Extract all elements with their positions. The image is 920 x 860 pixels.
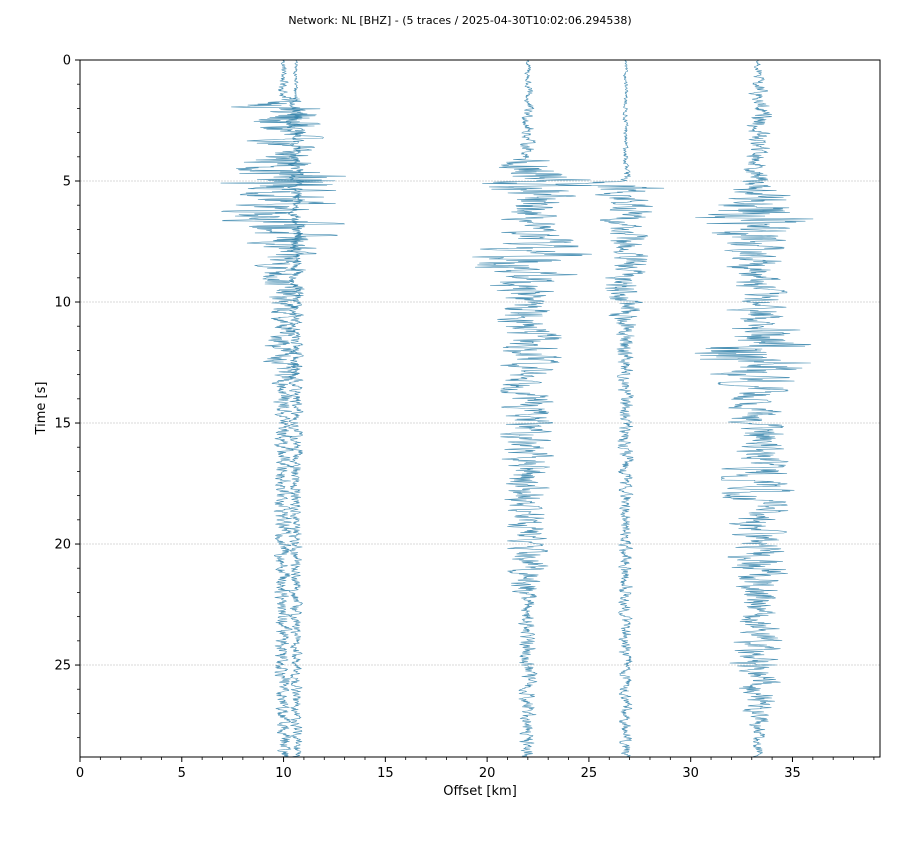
y-tick-label: 10 xyxy=(54,296,71,311)
x-tick-label: 25 xyxy=(581,766,598,781)
x-tick-label: 15 xyxy=(377,766,394,781)
seismic-trace xyxy=(694,59,814,758)
seismic-trace xyxy=(285,59,306,758)
x-tick-label: 0 xyxy=(76,766,84,781)
x-axis-label: Offset [km] xyxy=(443,784,517,799)
y-tick-label: 20 xyxy=(54,538,71,553)
seismic-trace xyxy=(220,59,346,758)
x-tick-label: 30 xyxy=(682,766,699,781)
x-tick-label: 10 xyxy=(275,766,292,781)
plot-frame xyxy=(79,59,881,758)
y-tick-label: 25 xyxy=(54,659,71,674)
y-tick-label: 0 xyxy=(63,54,71,69)
chart-title: Network: NL [BHZ] - (5 traces / 2025-04-… xyxy=(288,14,631,27)
ticks-layer: 0 5 10 15 20 25 30 35 0 5 10 15 20 25 xyxy=(54,54,875,781)
seismic-trace xyxy=(555,59,665,758)
x-tick-label: 20 xyxy=(479,766,496,781)
seismic-trace xyxy=(472,59,592,758)
traces-layer xyxy=(220,59,814,758)
y-tick-label: 5 xyxy=(63,175,71,190)
y-tick-label: 15 xyxy=(54,417,71,432)
y-axis-label: Time [s] xyxy=(34,382,49,436)
x-tick-label: 35 xyxy=(784,766,801,781)
x-tick-label: 5 xyxy=(178,766,186,781)
